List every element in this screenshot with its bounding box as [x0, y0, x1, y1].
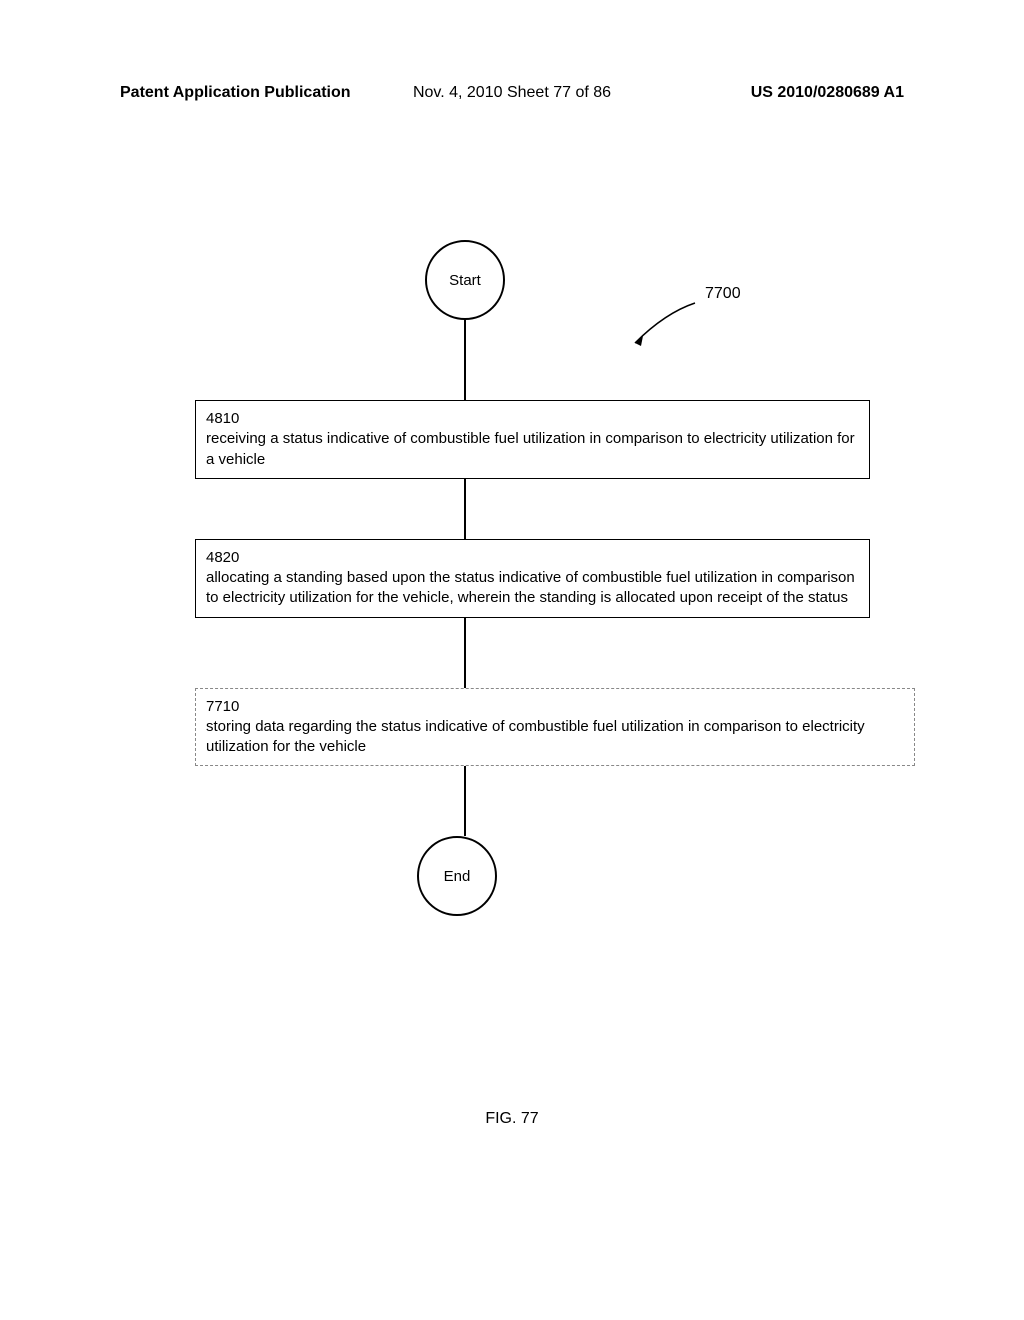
step-text: allocating a standing based upon the sta…	[206, 569, 855, 606]
step-text: storing data regarding the status indica…	[206, 718, 865, 755]
flow-step-4810: 4810 receiving a status indicative of co…	[195, 400, 870, 479]
flow-step-7710: 7710 storing data regarding the status i…	[195, 688, 915, 767]
header-left: Patent Application Publication	[120, 84, 351, 102]
header-right: US 2010/0280689 A1	[751, 84, 904, 102]
step-number: 4820	[206, 548, 859, 568]
reference-arrow-icon	[625, 298, 700, 363]
step-number: 7710	[206, 697, 904, 717]
start-label: Start	[449, 272, 481, 289]
connector-line	[464, 320, 466, 400]
end-node: End	[417, 836, 497, 916]
flow-step-4820: 4820 allocating a standing based upon th…	[195, 539, 870, 618]
header-center: Nov. 4, 2010 Sheet 77 of 86	[413, 84, 611, 102]
reference-number-label: 7700	[705, 285, 741, 303]
connector-line	[464, 766, 466, 836]
connector-line	[464, 618, 466, 688]
figure-label: FIG. 77	[0, 1110, 1024, 1128]
end-label: End	[444, 868, 471, 885]
step-number: 4810	[206, 409, 859, 429]
connector-line	[464, 479, 466, 539]
start-node: Start	[425, 240, 505, 320]
step-text: receiving a status indicative of combust…	[206, 430, 855, 467]
page-header: Patent Application Publication Nov. 4, 2…	[0, 84, 1024, 102]
flowchart-container: 7700 Start 4810 receiving a status indic…	[195, 240, 915, 916]
